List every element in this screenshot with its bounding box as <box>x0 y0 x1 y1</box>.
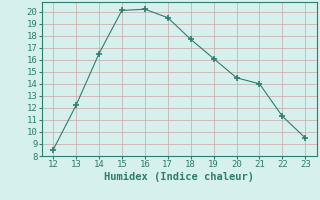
X-axis label: Humidex (Indice chaleur): Humidex (Indice chaleur) <box>104 172 254 182</box>
